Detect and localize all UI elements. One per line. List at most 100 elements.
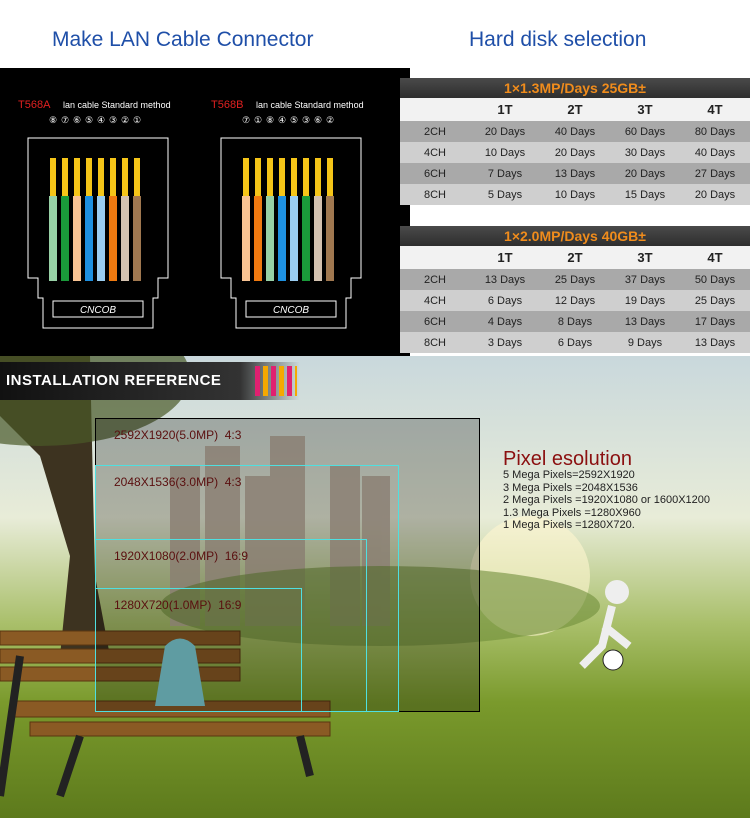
frame-label: 1280X720(1.0MP) 16:9 (114, 598, 242, 612)
wire-stripe (242, 196, 250, 281)
resolution-title: Pixel esolution (503, 448, 632, 470)
plug-outline (220, 137, 362, 329)
pin: ① (133, 115, 141, 125)
pin: ⑥ (314, 115, 322, 125)
cell: 8 Days (557, 315, 593, 328)
cell: 8CH (423, 188, 446, 201)
pin: ⑦ (61, 115, 69, 125)
table-title: 1×1.3MP/Days 25GB± (400, 78, 750, 98)
table-title: 1×2.0MP/Days 40GB± (400, 226, 750, 246)
cell: 40 Days (694, 146, 736, 159)
pin-contact (62, 158, 68, 196)
column-header: 4T (707, 102, 723, 117)
cell: 6 Days (557, 336, 593, 349)
wire-stripe (314, 196, 322, 281)
wire (97, 196, 105, 281)
wire (121, 196, 129, 281)
pin: ④ (278, 115, 286, 125)
pin-contact (122, 158, 128, 196)
wire (85, 196, 93, 281)
column-header: 1T (497, 102, 513, 117)
column-header: 3T (637, 250, 653, 265)
cell: 37 Days (624, 273, 666, 286)
standard: T568B (211, 99, 243, 111)
disk-table: 1×2.0MP/Days 40GB± 1T 2T 3T 4T 2CH 13 Days 25 D… (400, 226, 750, 353)
cell: 7 Days (487, 167, 523, 180)
frame-label: 2048X1536(3.0MP) 4:3 (114, 475, 242, 489)
pin: ⑤ (290, 115, 298, 125)
pin-contact (279, 158, 285, 196)
pin: ③ (302, 115, 310, 125)
resolution-line: 1.3 Mega Pixels =1280X960 (503, 506, 641, 519)
wire-stripe (266, 196, 274, 281)
standard: T568A (18, 99, 51, 111)
cell: 25 Days (554, 273, 596, 286)
cell: 5 Days (487, 188, 523, 201)
disk-table: 1×1.3MP/Days 25GB± 1T 2T 3T 4T 2CH 20 Days 40 D… (400, 78, 750, 205)
frame-label: 2592X1920(5.0MP) 4:3 (114, 428, 242, 442)
banner: INSTALLATION REFERENCE (0, 362, 300, 400)
wire (242, 196, 250, 281)
pin: ② (326, 115, 334, 125)
wire (302, 196, 310, 281)
pin-contact (86, 158, 92, 196)
cell: 30 Days (624, 146, 666, 159)
pin: ⑧ (266, 115, 274, 125)
frame: 1280X720(1.0MP) 16:9 (95, 588, 302, 712)
cell: 15 Days (624, 188, 666, 201)
cell: 6 Days (487, 294, 523, 307)
wire-stripe (121, 196, 129, 281)
pin-contact (110, 158, 116, 196)
logo-box (52, 300, 144, 318)
cell: 6CH (423, 315, 446, 328)
logo: CNCOB (80, 305, 116, 316)
banner-text: INSTALLATION REFERENCE (6, 372, 222, 389)
disk-title: Hard disk selection (469, 28, 647, 51)
cell: 10 Days (554, 188, 596, 201)
cell: 2CH (423, 125, 446, 138)
logo-box (245, 300, 337, 318)
frame-label: 1920X1080(2.0MP) 16:9 (114, 549, 249, 563)
cell: 4CH (423, 294, 446, 307)
plug-outline (27, 137, 169, 329)
cell: 13 Days (484, 273, 526, 286)
wire (266, 196, 274, 281)
wire (278, 196, 286, 281)
table-row: 4CH 6 Days 12 Days 19 Days 25 Days (400, 290, 750, 311)
table-row: 2CH 13 Days 25 Days 37 Days 50 Days (400, 269, 750, 290)
cell: 20 Days (554, 146, 596, 159)
pin: ⑧ (49, 115, 57, 125)
wire (49, 196, 57, 281)
frame: 2592X1920(5.0MP) 4:3 (95, 418, 480, 712)
wire (326, 196, 334, 281)
cell: 50 Days (694, 273, 736, 286)
pin-contact (267, 158, 273, 196)
wire (61, 196, 69, 281)
cell: 10 Days (484, 146, 526, 159)
table-row: 4CH 10 Days 20 Days 30 Days 40 Days (400, 142, 750, 163)
wire (254, 196, 262, 281)
column-header: 2T (567, 102, 583, 117)
banner-stripes (255, 366, 297, 396)
cell: 27 Days (694, 167, 736, 180)
table-row: 2CH 20 Days 40 Days 60 Days 80 Days (400, 121, 750, 142)
column-header: 1T (497, 250, 513, 265)
wire (133, 196, 141, 281)
pin: ⑦ (242, 115, 250, 125)
column-header: 4T (707, 250, 723, 265)
table-row: 6CH 4 Days 8 Days 13 Days 17 Days (400, 311, 750, 332)
cell: 2CH (423, 273, 446, 286)
cell: 3 Days (487, 336, 523, 349)
cell: 13 Days (554, 167, 596, 180)
resolution-line: 1 Mega Pixels =1280X720. (503, 519, 635, 531)
cell: 20 Days (484, 125, 526, 138)
cell: 12 Days (554, 294, 596, 307)
resolution-line: 3 Mega Pixels =2048X1536 (503, 481, 638, 494)
pin-contact (74, 158, 80, 196)
cell: 17 Days (694, 315, 736, 328)
cell: 13 Days (694, 336, 736, 349)
pin: ① (254, 115, 262, 125)
pin-contact (134, 158, 140, 196)
pin-contact (291, 158, 297, 196)
